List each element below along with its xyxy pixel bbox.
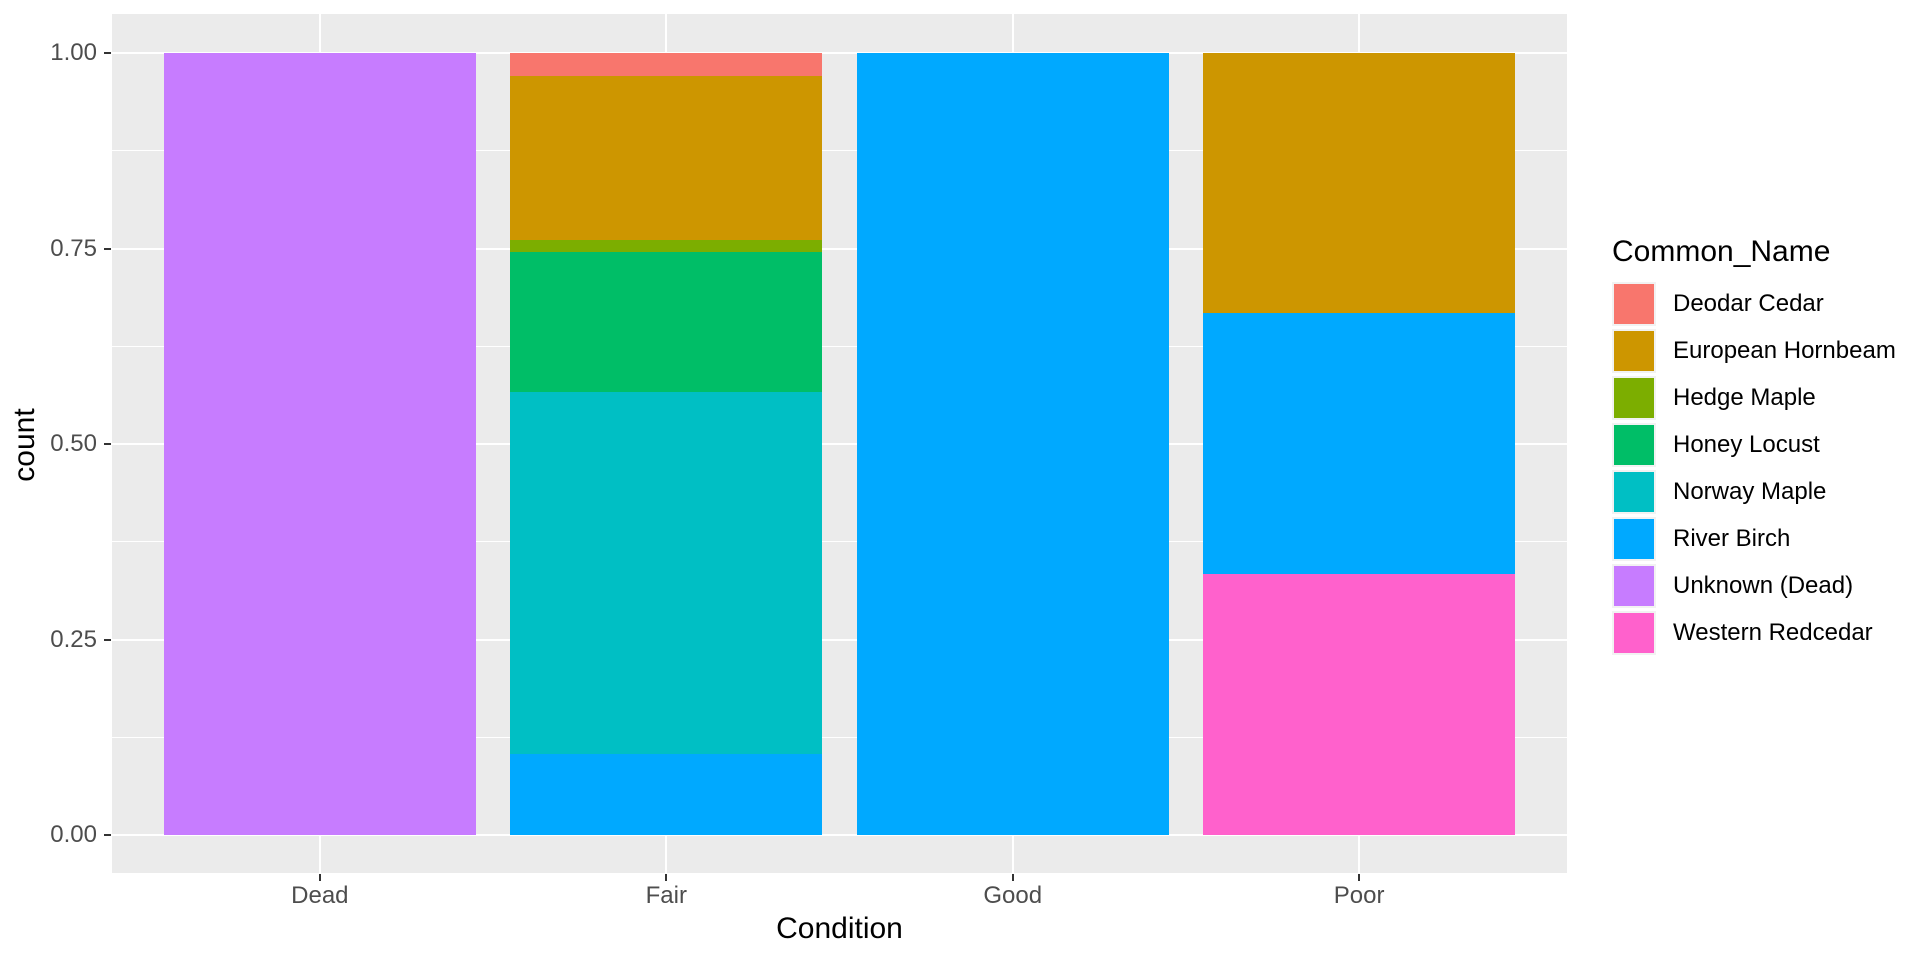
gridline-minor-y-0.125	[112, 736, 1567, 738]
legend-item-european-hornbeam: European Hornbeam	[1612, 329, 1896, 373]
legend-title: Common_Name	[1612, 235, 1831, 268]
bar-segment-good-river-birch	[856, 53, 1169, 835]
x-tick-mark-good	[1011, 874, 1014, 881]
y-tick-mark-0.75	[104, 247, 111, 250]
gridline-major-y-0.25	[112, 638, 1567, 641]
bar-segment-fair-hedge-maple	[510, 239, 823, 252]
bar-dead	[163, 53, 476, 835]
y-axis-title: count	[8, 408, 41, 482]
legend-label-honey-locust: Honey Locust	[1673, 431, 1820, 458]
bar-segment-poor-european-hornbeam	[1203, 53, 1516, 314]
legend-label-deodar-cedar: Deodar Cedar	[1673, 290, 1824, 317]
legend-swatch-western-redcedar	[1612, 611, 1656, 655]
gridline-major-y-0.00	[112, 834, 1567, 836]
legend: Common_Name Deodar Cedar European Hornbea…	[1612, 236, 1896, 658]
x-tick-mark-fair	[665, 874, 668, 881]
legend-swatch-river-birch	[1612, 517, 1656, 561]
gridline-major-y-0.75	[112, 247, 1567, 250]
y-tick-mark-1.00	[104, 52, 111, 54]
legend-label-european-hornbeam: European Hornbeam	[1673, 337, 1896, 364]
legend-label-hedge-maple: Hedge Maple	[1673, 384, 1816, 411]
x-tick-label-poor: Poor	[1333, 882, 1385, 909]
legend-item-deodar-cedar: Deodar Cedar	[1612, 282, 1896, 326]
x-axis-title: Condition	[776, 912, 903, 945]
bar-segment-poor-river-birch	[1203, 313, 1516, 574]
x-tick-mark-dead	[318, 874, 321, 881]
legend-label-norway-maple: Norway Maple	[1673, 478, 1827, 505]
bar-good	[856, 53, 1169, 835]
gridline-minor-y-0.625	[112, 345, 1567, 347]
legend-label-river-birch: River Birch	[1673, 525, 1791, 552]
legend-swatch-norway-maple	[1612, 470, 1656, 514]
bar-segment-dead-unknown-dead	[163, 53, 476, 835]
y-tick-mark-0.50	[104, 443, 111, 445]
y-tick-label-1.00: 1.00	[50, 39, 97, 66]
y-tick-mark-0.25	[104, 638, 111, 641]
bar-segment-fair-european-hornbeam	[510, 76, 823, 240]
legend-item-hedge-maple: Hedge Maple	[1612, 376, 1896, 420]
bar-segment-fair-honey-locust	[510, 251, 823, 392]
x-tick-label-dead: Dead	[291, 882, 349, 909]
legend-item-river-birch: River Birch	[1612, 517, 1896, 561]
bar-segment-fair-norway-maple	[510, 391, 823, 754]
legend-item-honey-locust: Honey Locust	[1612, 423, 1896, 467]
legend-swatch-european-hornbeam	[1612, 329, 1656, 373]
bar-poor	[1203, 53, 1516, 835]
legend-item-western-redcedar: Western Redcedar	[1612, 611, 1896, 655]
bar-fair	[510, 53, 823, 835]
bar-segment-fair-deodar-cedar	[510, 53, 823, 77]
bar-segment-fair-river-birch	[510, 753, 823, 835]
legend-item-norway-maple: Norway Maple	[1612, 470, 1896, 514]
legend-items: Deodar Cedar European Hornbeam Hedge Maple…	[1612, 282, 1896, 655]
gridline-minor-y-0.875	[112, 150, 1567, 152]
gridline-major-y-0.50	[112, 443, 1567, 445]
x-tick-label-good: Good	[983, 882, 1043, 909]
legend-swatch-hedge-maple	[1612, 376, 1656, 420]
legend-label-unknown-dead: Unknown (Dead)	[1673, 572, 1854, 599]
y-tick-mark-0.00	[104, 834, 111, 836]
legend-label-western-redcedar: Western Redcedar	[1673, 619, 1873, 646]
legend-swatch-deodar-cedar	[1612, 282, 1656, 326]
gridline-minor-y-0.375	[112, 541, 1567, 543]
x-tick-label-fair: Fair	[645, 882, 687, 909]
legend-item-unknown-dead: Unknown (Dead)	[1612, 564, 1896, 608]
y-tick-label-0.75: 0.75	[50, 234, 97, 262]
y-tick-label-0.50: 0.50	[50, 430, 97, 457]
x-tick-mark-poor	[1358, 874, 1361, 881]
plot-panel	[112, 14, 1567, 873]
y-tick-label-0.00: 0.00	[50, 821, 97, 848]
bar-segment-poor-western-redcedar	[1203, 573, 1516, 835]
gridline-major-y-1.00	[112, 52, 1567, 54]
legend-swatch-honey-locust	[1612, 423, 1656, 467]
legend-swatch-unknown-dead	[1612, 564, 1656, 608]
y-tick-label-0.25: 0.25	[50, 625, 97, 653]
